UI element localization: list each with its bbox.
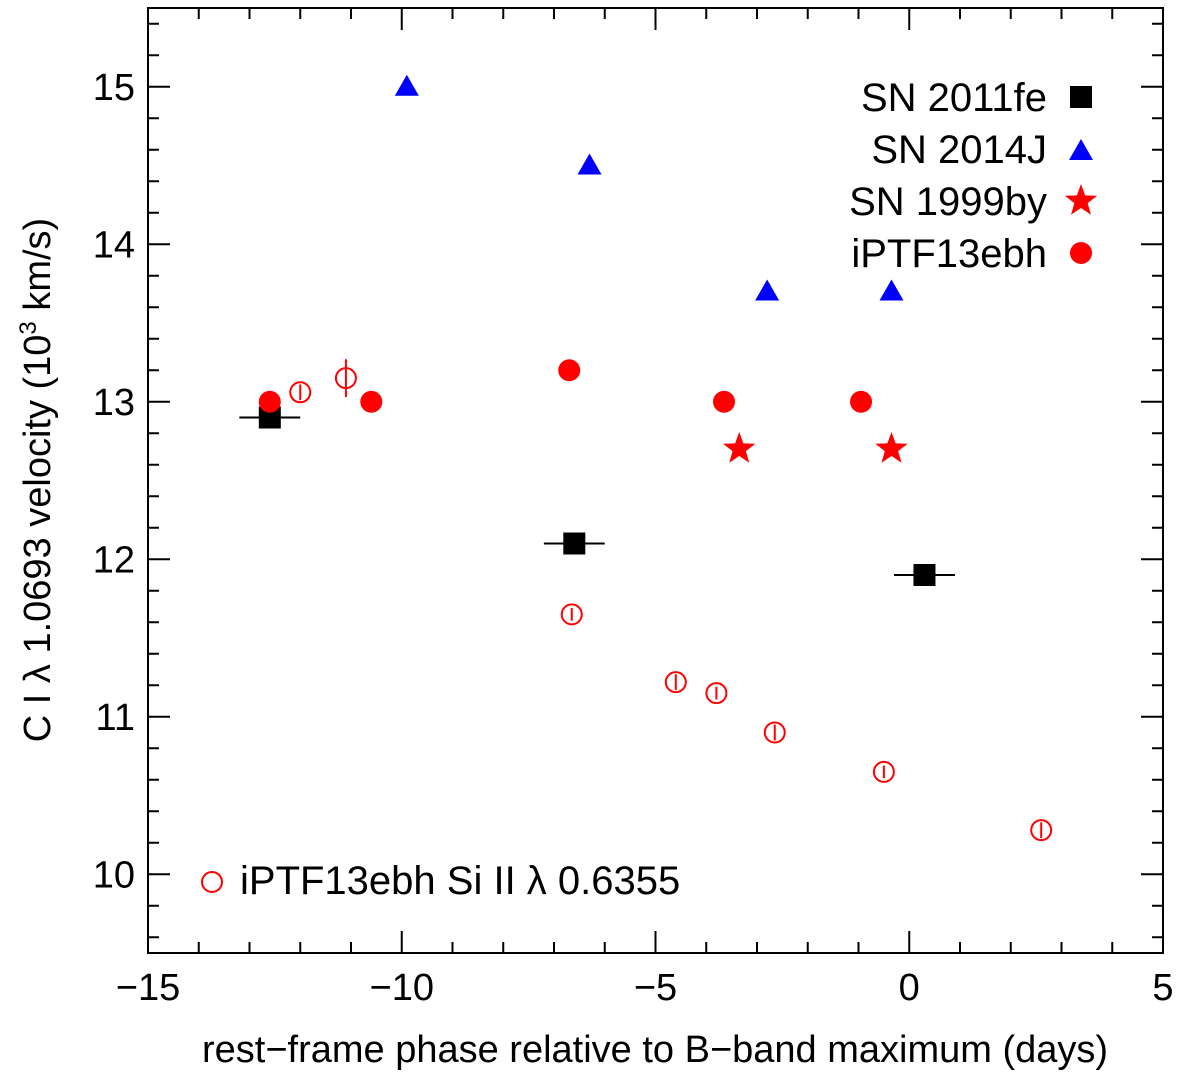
- point-iptf13ebh: [360, 390, 383, 413]
- point-sn-2011fe: [258, 406, 281, 429]
- y-axis-label-prefix: C I λ 1.0693 velocity (10: [17, 335, 59, 743]
- legend-marker-open-circle: [201, 871, 223, 893]
- point-iptf13ebh-si-ii-0-6355: [763, 721, 786, 744]
- x-axis-label: rest−frame phase relative to B−band maxi…: [202, 1029, 1108, 1071]
- point-iptf13ebh: [713, 390, 736, 413]
- x-tick-label: 5: [1152, 967, 1173, 1009]
- y-tick-label: 15: [93, 67, 135, 109]
- y-axis-label-suffix: km/s): [17, 218, 59, 321]
- legend-label: SN 2011fe: [861, 76, 1047, 120]
- legend-label: SN 2014J: [871, 128, 1047, 172]
- point-iptf13ebh-si-ii-0-6355: [289, 381, 312, 404]
- point-sn-2014j: [755, 279, 780, 301]
- legend-marker-circle: [1070, 242, 1092, 264]
- point-iptf13ebh-si-ii-0-6355: [705, 682, 728, 705]
- y-tick-label: 11: [96, 697, 135, 739]
- point-iptf13ebh: [258, 390, 281, 413]
- y-axis-label-superscript: 3: [15, 321, 42, 334]
- point-sn-1999by: [875, 432, 908, 463]
- point-sn-2014j: [879, 279, 904, 301]
- point-sn-2011fe: [913, 564, 936, 586]
- x-tick-label: −5: [634, 967, 677, 1009]
- y-tick-label: 14: [93, 224, 135, 266]
- point-sn-2014j: [577, 153, 602, 175]
- x-tick-label: −10: [370, 967, 434, 1009]
- y-tick-label: 10: [93, 854, 135, 896]
- point-iptf13ebh: [850, 390, 873, 413]
- y-tick-label: 13: [93, 382, 135, 424]
- point-iptf13ebh-si-ii-0-6355: [560, 603, 583, 626]
- point-iptf13ebh-si-ii-0-6355: [664, 671, 687, 694]
- point-iptf13ebh: [558, 359, 581, 382]
- y-tick-label: 12: [93, 539, 135, 581]
- legend-label: iPTF13ebh: [851, 232, 1047, 276]
- point-sn-1999by: [723, 432, 756, 463]
- point-sn-2014j: [394, 74, 419, 96]
- x-tick-label: −15: [116, 967, 180, 1009]
- point-iptf13ebh-si-ii-0-6355: [872, 760, 895, 783]
- x-tick-label: 0: [899, 967, 920, 1009]
- y-axis-label: C I λ 1.0693 velocity (103 km/s): [15, 218, 59, 742]
- legend-label: SN 1999by: [849, 180, 1047, 224]
- point-iptf13ebh-si-ii-0-6355: [334, 367, 357, 390]
- legend-marker-star: [1064, 184, 1098, 215]
- legend-label-si-ii: iPTF13ebh Si II λ 0.6355: [240, 859, 680, 903]
- legend-marker-square: [1070, 86, 1092, 108]
- point-sn-2011fe: [563, 532, 586, 555]
- legend-marker-triangle: [1069, 139, 1093, 160]
- point-iptf13ebh-si-ii-0-6355: [1030, 819, 1053, 842]
